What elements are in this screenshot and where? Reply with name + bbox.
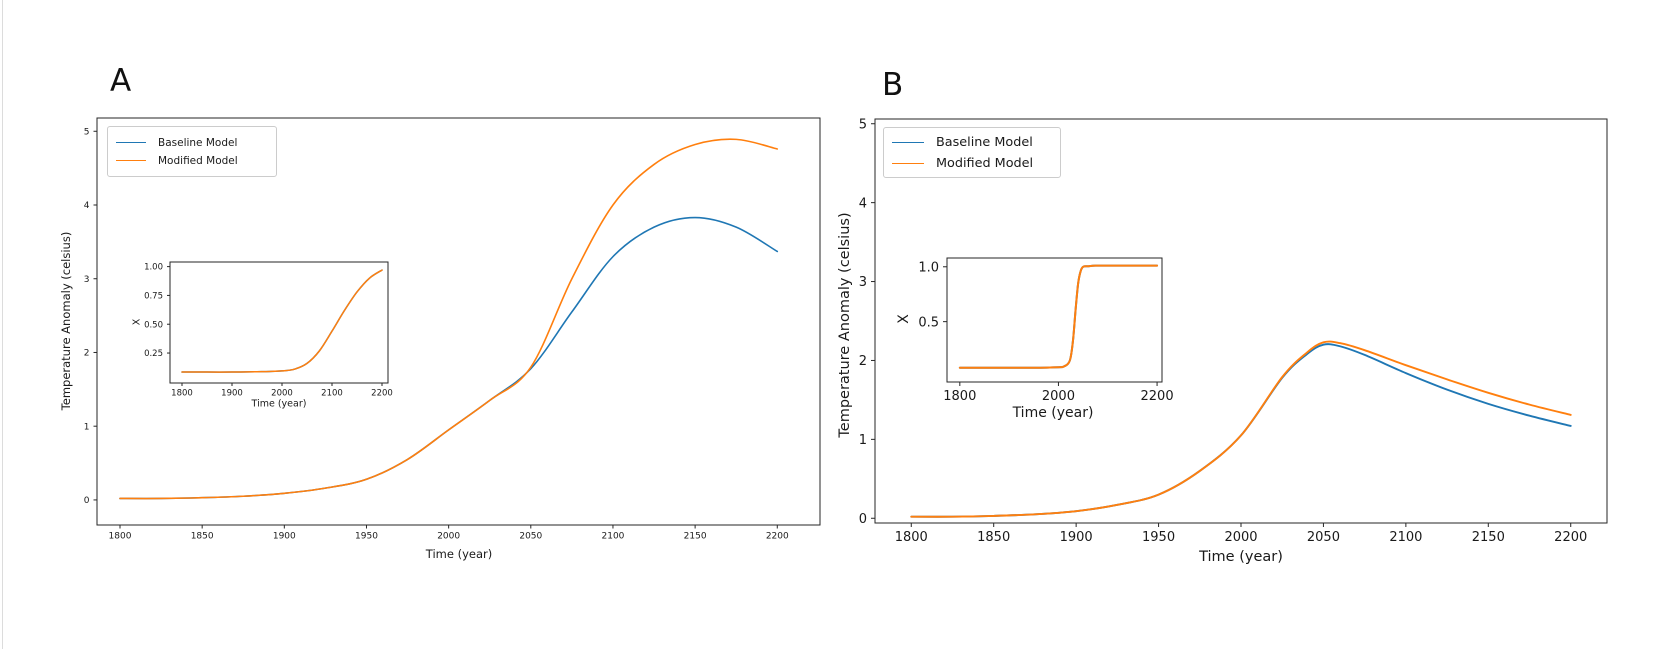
modified-model-line [119, 138, 779, 500]
panel-a-main-series [119, 138, 779, 500]
y-tick-label: 4 [84, 201, 90, 211]
modified-legend-label: Modified Model [936, 155, 1034, 171]
x-tick-label: 2150 [1472, 530, 1505, 545]
x-tick-label: 2200 [766, 532, 789, 542]
panel-b-main-plot-border [874, 118, 1608, 524]
x-tick-label: 2000 [1224, 530, 1257, 545]
panel-a-inset-plot-border [169, 261, 389, 384]
x-tick-label: 2100 [1389, 530, 1422, 545]
x-tick-label: 1900 [1060, 530, 1093, 545]
y-tick-label: 1 [859, 433, 867, 448]
y-tick-label: 1.00 [144, 263, 163, 273]
y-tick-label: 0.50 [144, 320, 163, 330]
x-tick-label: 2000 [437, 532, 460, 542]
y-tick-label: 0.25 [144, 349, 163, 359]
baseline-model-line [910, 343, 1572, 518]
x-tick-label: 2200 [1554, 530, 1587, 545]
panel-b-yaxis-label: Temperature Anomaly (celsius) [837, 212, 853, 438]
baseline-model-line [119, 216, 779, 500]
legend-row-modified: Modified Model [892, 156, 1052, 171]
y-tick-label: 2 [859, 354, 867, 369]
y-tick-label: 0.5 [918, 315, 939, 330]
panel-a-label: A [110, 63, 132, 99]
panel-b-label: B [882, 67, 904, 103]
panel-a-inset-xaxis-label: Time (year) [251, 398, 307, 410]
panel-b-inset-plot-border [946, 257, 1163, 383]
panel-b-main-ticks: 1800 1850 1900 1950 2000 2050 2100 2150 2200 0 1 2 3… [859, 117, 1588, 545]
y-tick-label: 3 [84, 275, 90, 285]
panel-b-inset-yaxis-label: X [896, 314, 912, 324]
x-tick-label: 1800 [109, 532, 132, 542]
panel-a-inset-ticks: 1800 1900 2000 2100 2200 0.25 0.50 0.75 1.00 [144, 263, 393, 399]
x-tick-label: 2150 [684, 532, 707, 542]
panel-b-inset-series [958, 264, 1159, 369]
panel-b-inset-xaxis-label: Time (year) [1012, 405, 1094, 421]
x-tick-label: 1950 [355, 532, 378, 542]
x-tick-label: 1800 [171, 389, 193, 399]
modified-line-sample-icon [116, 160, 146, 161]
x-tick-label: 1800 [943, 389, 976, 404]
x-tick-label: 1950 [1142, 530, 1175, 545]
panel-a-inset-series [181, 269, 383, 373]
x-tick-label: 1900 [273, 532, 296, 542]
y-tick-label: 5 [859, 117, 867, 132]
x-tick-label: 2000 [271, 389, 293, 399]
left-edge-border [2, 0, 3, 649]
baseline-legend-label: Baseline Model [158, 136, 238, 149]
legend-row-baseline: Baseline Model [116, 137, 268, 149]
panel-b-xaxis-label: Time (year) [1199, 549, 1283, 565]
x-tick-label: 2100 [602, 532, 625, 542]
baseline-model-line [958, 264, 1159, 369]
baseline-line-sample-icon [892, 141, 924, 143]
panel-b-main-series [910, 340, 1572, 518]
x-tick-label: 1900 [221, 389, 243, 399]
x-tick-label: 2100 [321, 389, 343, 399]
panel-a-main-ticks: 1800 1850 1900 1950 2000 2050 2100 2150 2200 0 1 2 3… [84, 128, 789, 542]
y-tick-label: 5 [84, 128, 90, 138]
y-tick-label: 1 [84, 422, 90, 432]
modified-legend-label: Modified Model [158, 154, 238, 167]
modified-line-sample-icon [892, 162, 924, 164]
x-tick-label: 1850 [977, 530, 1010, 545]
modified-model-line [958, 264, 1159, 369]
legend-row-baseline: Baseline Model [892, 135, 1052, 150]
panel-b-inset-ticks: 1800 2000 2200 0.5 1.0 [918, 260, 1173, 404]
x-tick-label: 2200 [1141, 389, 1174, 404]
y-tick-label: 2 [84, 349, 90, 359]
panel-a-inset-yaxis-label: X [131, 318, 143, 326]
panel-a-legend: Baseline Model Modified Model [107, 126, 277, 177]
modified-model-line [910, 340, 1572, 518]
x-tick-label: 1800 [895, 530, 928, 545]
x-tick-label: 2050 [519, 532, 542, 542]
y-tick-label: 1.0 [918, 260, 939, 275]
panel-a-yaxis-label: Temperature Anomaly (celsius) [59, 231, 73, 411]
y-tick-label: 4 [859, 196, 867, 211]
legend-row-modified: Modified Model [116, 155, 268, 167]
panel-a-xaxis-label: Time (year) [425, 547, 493, 561]
x-tick-label: 2200 [371, 389, 393, 399]
panel-b-legend: Baseline Model Modified Model [883, 127, 1061, 178]
y-tick-label: 3 [859, 275, 867, 290]
y-tick-label: 0 [84, 496, 90, 506]
panel-a-main-plot-border [96, 117, 821, 526]
x-tick-label: 2050 [1307, 530, 1340, 545]
x-tick-label: 2000 [1042, 389, 1075, 404]
y-tick-label: 0 [859, 512, 867, 527]
x-tick-label: 1850 [191, 532, 214, 542]
y-tick-label: 0.75 [144, 291, 163, 301]
baseline-line-sample-icon [116, 142, 146, 143]
baseline-legend-label: Baseline Model [936, 134, 1033, 150]
baseline-model-line [181, 269, 383, 373]
modified-model-line [181, 269, 383, 373]
